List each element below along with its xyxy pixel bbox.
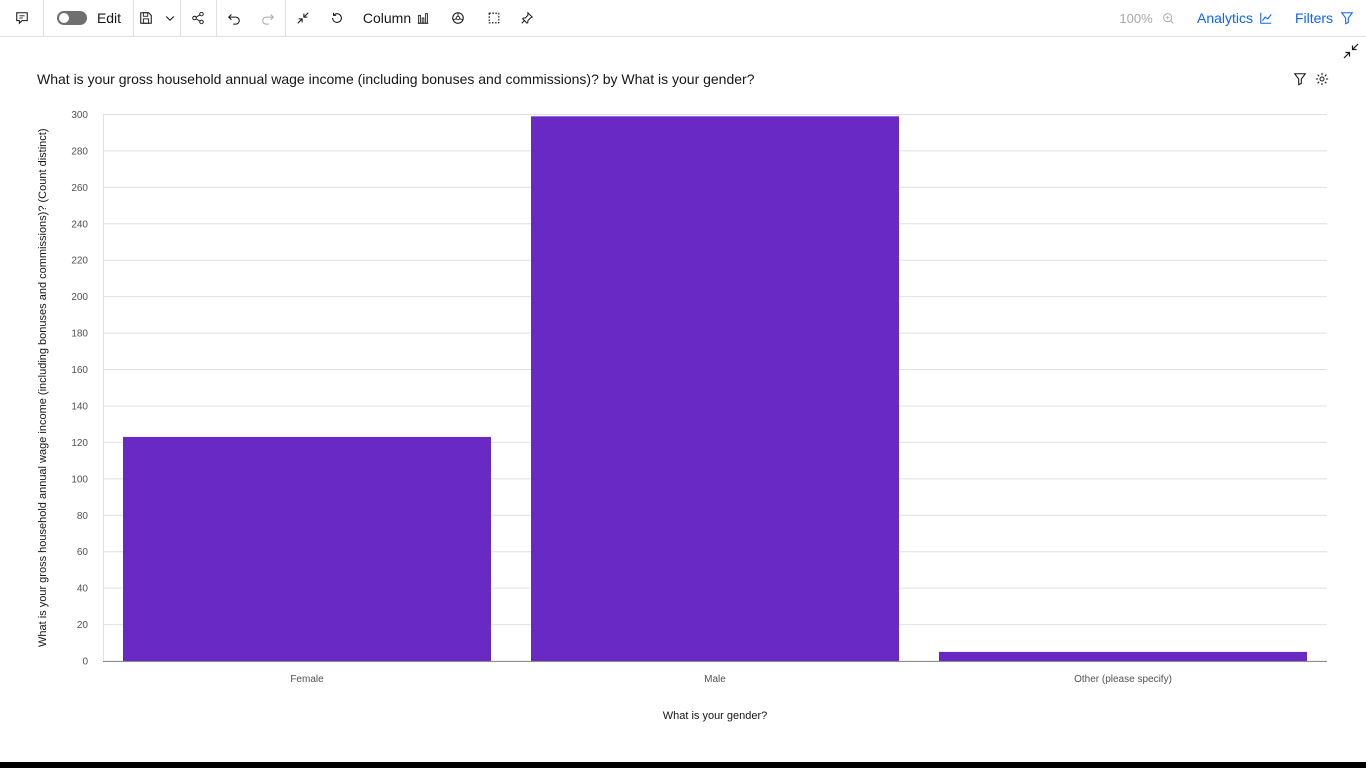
- y-tick-label: 160: [71, 365, 88, 376]
- bars: [123, 116, 1307, 662]
- bar-female[interactable]: [123, 436, 491, 661]
- toolbar-divider: [133, 0, 134, 36]
- x-tick-label: Female: [290, 674, 324, 685]
- minimize-icon[interactable]: [1343, 43, 1359, 59]
- x-tick-label: Other (please specify): [1074, 674, 1172, 685]
- chart-type-label[interactable]: Column: [362, 10, 412, 26]
- palette-icon[interactable]: [448, 0, 468, 36]
- x-axis-title: What is your gender?: [663, 710, 768, 722]
- y-tick-label: 40: [77, 584, 89, 595]
- y-tick-label: 120: [71, 438, 88, 449]
- column-chart-icon[interactable]: [414, 0, 432, 36]
- chart-settings-icon[interactable]: [1315, 72, 1329, 86]
- chevron-down-icon[interactable]: [162, 0, 178, 36]
- y-tick-label: 20: [77, 620, 89, 631]
- y-tick-label: 260: [71, 183, 88, 194]
- edit-label: Edit: [96, 10, 122, 26]
- select-area-icon[interactable]: [484, 0, 504, 36]
- y-axis-title: What is your gross household annual wage…: [37, 129, 49, 648]
- filter-icon[interactable]: [1338, 0, 1356, 36]
- toggle-knob: [59, 13, 69, 23]
- y-tick-label: 220: [71, 256, 88, 267]
- y-tick-label: 240: [71, 219, 88, 230]
- toolbar-divider: [285, 0, 286, 36]
- y-tick-label: 80: [77, 511, 89, 522]
- comment-icon[interactable]: [8, 0, 36, 36]
- chart-filter-icon[interactable]: [1293, 72, 1307, 86]
- reset-icon[interactable]: [327, 0, 347, 36]
- toolbar: Edit Column 100% Analytics Filte: [0, 0, 1366, 37]
- chart-title: What is your gross household annual wage…: [37, 71, 755, 87]
- share-icon[interactable]: [188, 0, 208, 36]
- edit-toggle[interactable]: [57, 11, 87, 25]
- y-tick-label: 100: [71, 474, 88, 485]
- y-tick-label: 180: [71, 329, 88, 340]
- undo-icon[interactable]: [224, 0, 244, 36]
- toolbar-divider: [216, 0, 217, 36]
- filters-button[interactable]: Filters: [1294, 10, 1334, 26]
- bar-chart: 0 20 40 60 80 100 120 140 160 180 200 220 240 260 280 3…: [37, 110, 1327, 722]
- analytics-icon[interactable]: [1257, 0, 1275, 36]
- bottom-bar: [0, 762, 1366, 768]
- y-tick-label: 280: [71, 146, 88, 157]
- toolbar-divider: [180, 0, 181, 36]
- y-tick-label: 0: [82, 657, 88, 668]
- pin-icon[interactable]: [517, 0, 537, 36]
- bar-other-please-specify[interactable]: [939, 651, 1307, 661]
- analytics-button[interactable]: Analytics: [1196, 10, 1254, 26]
- y-axis-ticks: 0 20 40 60 80 100 120 140 160 180 200 220 240 260 280 3…: [71, 110, 88, 668]
- zoom-level: 100%: [1119, 10, 1153, 26]
- collapse-icon[interactable]: [293, 0, 313, 36]
- x-tick-label: Male: [704, 674, 726, 685]
- toolbar-divider: [43, 0, 44, 36]
- redo-icon[interactable]: [258, 0, 278, 36]
- y-tick-label: 300: [71, 110, 88, 121]
- y-tick-label: 140: [71, 401, 88, 412]
- y-tick-label: 200: [71, 292, 88, 303]
- zoom-icon[interactable]: [1159, 0, 1177, 36]
- save-icon[interactable]: [138, 0, 154, 36]
- x-axis-ticks: Female Male Other (please specify): [290, 674, 1172, 685]
- y-tick-label: 60: [77, 547, 89, 558]
- bar-male[interactable]: [531, 116, 899, 662]
